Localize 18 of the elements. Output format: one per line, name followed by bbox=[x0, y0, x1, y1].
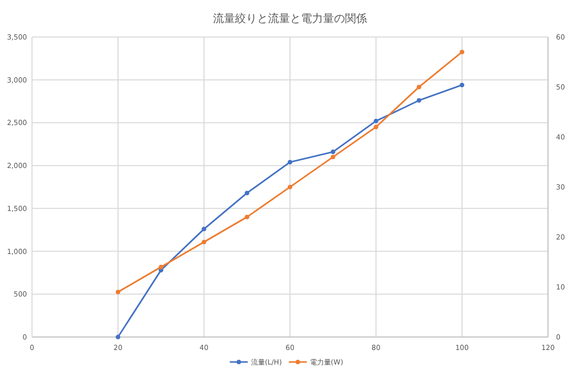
point bbox=[374, 124, 378, 130]
point bbox=[202, 240, 206, 244]
point bbox=[416, 84, 422, 90]
point bbox=[288, 184, 292, 190]
point bbox=[330, 154, 336, 160]
point bbox=[244, 214, 250, 220]
point bbox=[202, 226, 206, 232]
point bbox=[330, 150, 336, 154]
point bbox=[116, 290, 120, 294]
point bbox=[416, 98, 422, 103]
chart-title: 流量絞りと流量と電力量の関係 bbox=[213, 12, 367, 25]
point bbox=[288, 160, 292, 164]
point bbox=[116, 334, 120, 340]
point bbox=[460, 82, 464, 88]
point bbox=[460, 50, 464, 54]
point bbox=[374, 118, 378, 124]
point bbox=[158, 264, 164, 270]
point bbox=[244, 190, 250, 196]
